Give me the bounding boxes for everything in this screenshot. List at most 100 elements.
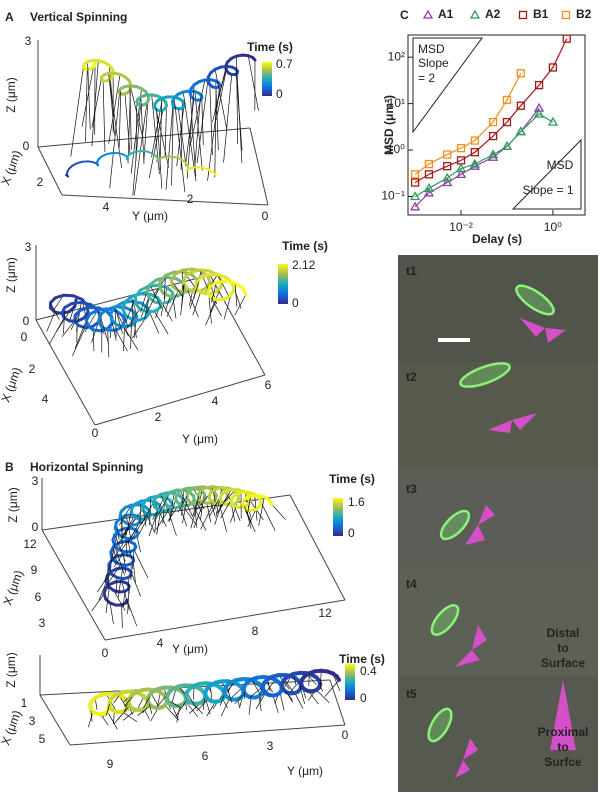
spoke (108, 73, 122, 168)
spoke (279, 692, 285, 711)
spoke (127, 577, 130, 594)
spoke (243, 506, 256, 532)
bacterium (459, 362, 511, 388)
spoke (234, 294, 247, 316)
legend-label: B2 (576, 7, 592, 21)
trajectory (180, 267, 194, 272)
legend-marker (469, 9, 481, 19)
spoke (149, 497, 152, 526)
spoke (46, 311, 56, 332)
spoke (117, 567, 124, 598)
spoke (186, 692, 197, 709)
label: 2 (29, 362, 36, 376)
label: 2 (155, 410, 162, 424)
spoke (272, 695, 279, 713)
marker (516, 69, 525, 78)
spoke (88, 711, 94, 728)
micrograph (398, 468, 598, 566)
spoke (152, 496, 165, 520)
bacterium (427, 707, 453, 743)
spoke (117, 525, 132, 545)
spoke (128, 80, 144, 139)
spoke (139, 501, 142, 524)
legend-label: A1 (438, 7, 454, 21)
trajectory (241, 286, 248, 296)
spoke (217, 489, 232, 514)
spoke (230, 687, 243, 699)
spoke (110, 532, 118, 563)
spoke (151, 98, 163, 158)
panel-label: B (5, 460, 14, 474)
label: 0 (102, 646, 109, 660)
pointer (512, 413, 537, 430)
spoke (220, 698, 230, 717)
spoke (214, 62, 228, 112)
marker (423, 183, 435, 192)
spoke (186, 84, 195, 179)
marker (488, 151, 499, 161)
spoke (173, 97, 186, 193)
spoke (143, 95, 149, 161)
label: 0 (32, 520, 39, 534)
direction-label: Surfce (544, 755, 582, 769)
label: 0 (348, 526, 355, 540)
spoke (254, 494, 258, 521)
label: 0 (360, 691, 367, 705)
marker (443, 162, 452, 171)
spoke (91, 76, 103, 128)
label: 6 (202, 749, 209, 763)
pointer (478, 505, 495, 525)
colorbar (333, 498, 343, 536)
spoke (131, 317, 146, 339)
label: 4 (103, 200, 110, 214)
marker (442, 177, 453, 187)
frame-label: t2 (406, 370, 417, 384)
x-tick-label: 10⁰ (544, 220, 562, 234)
axis-label: Y (μm) (132, 209, 168, 223)
spoke (125, 515, 132, 542)
trajectory (211, 170, 217, 176)
spoke (131, 518, 145, 540)
spoke (122, 709, 137, 721)
spoke (91, 593, 105, 612)
spoke (192, 290, 202, 316)
spoke (63, 307, 66, 334)
spoke (223, 295, 232, 320)
pointer (455, 760, 470, 778)
spoke (185, 700, 198, 717)
frame-label: t4 (406, 577, 417, 591)
legend-label: B1 (533, 7, 549, 21)
spoke (200, 499, 216, 530)
marker (455, 169, 467, 179)
frame-label: t3 (406, 482, 417, 496)
spoke (91, 60, 99, 147)
label: 12 (23, 537, 37, 551)
spoke (215, 69, 227, 120)
annotation: MSD (418, 42, 445, 56)
spoke (260, 502, 276, 531)
marker (409, 201, 421, 211)
label: 0 (92, 426, 99, 440)
spoke (125, 296, 136, 322)
series-line (414, 107, 540, 208)
label: 2 (37, 175, 44, 189)
spoke (117, 705, 130, 721)
spoke (247, 495, 252, 515)
spoke (98, 581, 107, 601)
spoke (133, 549, 149, 579)
label: 0 (262, 209, 269, 223)
spoke (163, 275, 166, 299)
bacterium (430, 604, 460, 636)
micrograph (398, 255, 598, 362)
spoke (206, 503, 211, 523)
spoke (125, 308, 141, 330)
spoke (114, 545, 125, 576)
slope-box (511, 138, 582, 210)
label: 0 (23, 139, 30, 153)
spoke (144, 297, 150, 320)
pointer (472, 625, 487, 650)
spoke (319, 670, 322, 689)
spoke (236, 56, 239, 144)
legend-marker (422, 9, 434, 19)
pointer (545, 328, 566, 343)
